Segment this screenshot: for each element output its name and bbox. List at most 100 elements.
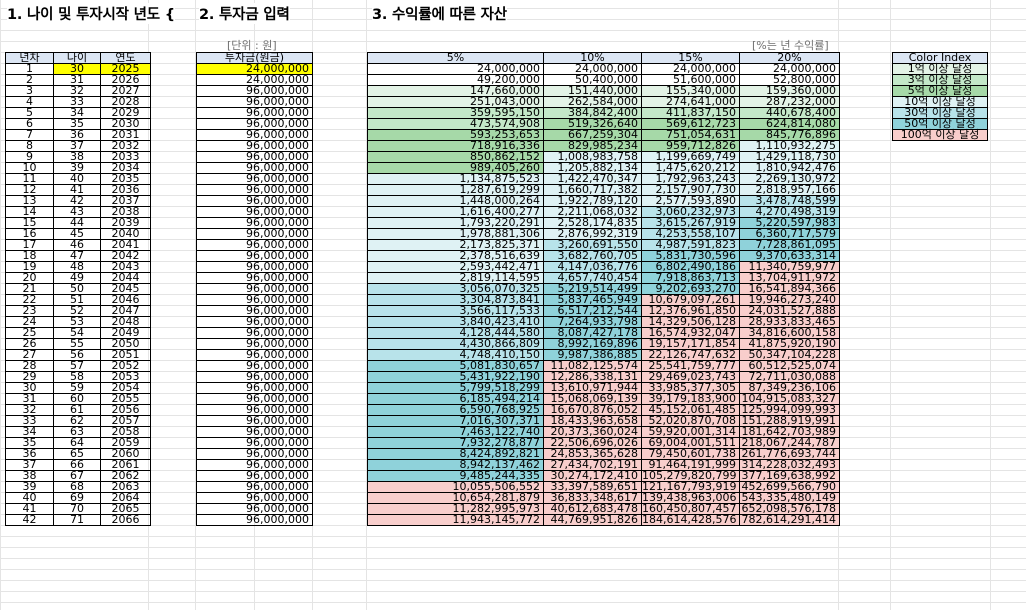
- asset-value-cell[interactable]: 29,469,023,743: [641, 371, 740, 383]
- asset-value-cell[interactable]: 5,837,465,949: [543, 294, 642, 306]
- year-number-cell[interactable]: 20: [5, 272, 54, 284]
- age-cell[interactable]: 40: [53, 173, 101, 185]
- investment-cell[interactable]: 96,000,000: [196, 96, 313, 108]
- year-number-cell[interactable]: 14: [5, 206, 54, 218]
- asset-value-cell[interactable]: 1,422,470,347: [543, 173, 642, 185]
- asset-value-cell[interactable]: 14,329,506,128: [641, 316, 740, 328]
- asset-value-cell[interactable]: 251,043,000: [367, 96, 544, 108]
- calendar-year-cell[interactable]: 2027: [100, 85, 151, 97]
- asset-value-cell[interactable]: 45,152,061,485: [641, 404, 740, 416]
- age-cell[interactable]: 53: [53, 316, 101, 328]
- investment-cell[interactable]: 96,000,000: [196, 470, 313, 482]
- asset-value-cell[interactable]: 3,615,267,919: [641, 217, 740, 229]
- year-number-cell[interactable]: 22: [5, 294, 54, 306]
- year-number-cell[interactable]: 18: [5, 250, 54, 262]
- age-cell[interactable]: 67: [53, 470, 101, 482]
- calendar-year-cell[interactable]: 2054: [100, 382, 151, 394]
- asset-value-cell[interactable]: 33,397,589,651: [543, 481, 642, 493]
- asset-value-cell[interactable]: 44,769,951,826: [543, 514, 642, 526]
- year-number-cell[interactable]: 12: [5, 184, 54, 196]
- asset-value-cell[interactable]: 5,431,922,190: [367, 371, 544, 383]
- age-cell[interactable]: 55: [53, 338, 101, 350]
- asset-value-cell[interactable]: 1,205,882,134: [543, 162, 642, 174]
- calendar-year-cell[interactable]: 2035: [100, 173, 151, 185]
- investment-cell[interactable]: 96,000,000: [196, 228, 313, 240]
- asset-value-cell[interactable]: 4,748,410,150: [367, 349, 544, 361]
- asset-value-cell[interactable]: 147,660,000: [367, 85, 544, 97]
- asset-value-cell[interactable]: 10,679,097,261: [641, 294, 740, 306]
- asset-value-cell[interactable]: 69,004,001,511: [641, 437, 740, 449]
- asset-value-cell[interactable]: 41,875,920,190: [739, 338, 840, 350]
- asset-value-cell[interactable]: 33,985,377,305: [641, 382, 740, 394]
- asset-value-cell[interactable]: 3,260,691,550: [543, 239, 642, 251]
- investment-cell[interactable]: 96,000,000: [196, 305, 313, 317]
- age-cell[interactable]: 38: [53, 151, 101, 163]
- asset-value-cell[interactable]: 1,978,881,306: [367, 228, 544, 240]
- calendar-year-cell[interactable]: 2065: [100, 503, 151, 515]
- asset-value-cell[interactable]: 4,270,498,319: [739, 206, 840, 218]
- age-cell[interactable]: 66: [53, 459, 101, 471]
- asset-value-cell[interactable]: 593,253,653: [367, 129, 544, 141]
- asset-value-cell[interactable]: 10,055,506,552: [367, 481, 544, 493]
- year-number-cell[interactable]: 36: [5, 448, 54, 460]
- asset-value-cell[interactable]: 12,376,961,850: [641, 305, 740, 317]
- asset-value-cell[interactable]: 569,612,723: [641, 118, 740, 130]
- year-number-cell[interactable]: 23: [5, 305, 54, 317]
- asset-value-cell[interactable]: 1,793,220,291: [367, 217, 544, 229]
- age-cell[interactable]: 46: [53, 239, 101, 251]
- investment-cell[interactable]: 96,000,000: [196, 239, 313, 251]
- investment-cell[interactable]: 96,000,000: [196, 503, 313, 515]
- asset-value-cell[interactable]: 8,424,892,821: [367, 448, 544, 460]
- asset-value-cell[interactable]: 6,802,490,186: [641, 261, 740, 273]
- asset-value-cell[interactable]: 25,541,759,777: [641, 360, 740, 372]
- calendar-year-cell[interactable]: 2053: [100, 371, 151, 383]
- asset-value-cell[interactable]: 125,994,099,993: [739, 404, 840, 416]
- asset-value-cell[interactable]: 1,792,963,243: [641, 173, 740, 185]
- calendar-year-cell[interactable]: 2045: [100, 283, 151, 295]
- age-cell[interactable]: 62: [53, 415, 101, 427]
- year-number-cell[interactable]: 32: [5, 404, 54, 416]
- year-number-cell[interactable]: 10: [5, 162, 54, 174]
- calendar-year-cell[interactable]: 2039: [100, 217, 151, 229]
- asset-value-cell[interactable]: 20,373,360,024: [543, 426, 642, 438]
- age-cell[interactable]: 32: [53, 85, 101, 97]
- asset-value-cell[interactable]: 59,920,001,314: [641, 426, 740, 438]
- calendar-year-cell[interactable]: 2025: [100, 63, 151, 75]
- calendar-year-cell[interactable]: 2040: [100, 228, 151, 240]
- year-number-cell[interactable]: 17: [5, 239, 54, 251]
- year-number-cell[interactable]: 6: [5, 118, 54, 130]
- year-number-cell[interactable]: 42: [5, 514, 54, 526]
- asset-value-cell[interactable]: 473,574,908: [367, 118, 544, 130]
- calendar-year-cell[interactable]: 2064: [100, 492, 151, 504]
- asset-value-cell[interactable]: 2,593,442,471: [367, 261, 544, 273]
- year-number-cell[interactable]: 9: [5, 151, 54, 163]
- calendar-year-cell[interactable]: 2066: [100, 514, 151, 526]
- year-number-cell[interactable]: 40: [5, 492, 54, 504]
- age-cell[interactable]: 68: [53, 481, 101, 493]
- investment-cell[interactable]: 96,000,000: [196, 426, 313, 438]
- asset-value-cell[interactable]: 850,862,152: [367, 151, 544, 163]
- asset-value-cell[interactable]: 751,054,631: [641, 129, 740, 141]
- asset-value-cell[interactable]: 52,020,870,708: [641, 415, 740, 427]
- investment-cell[interactable]: 96,000,000: [196, 85, 313, 97]
- asset-value-cell[interactable]: 24,000,000: [543, 63, 642, 75]
- asset-value-cell[interactable]: 2,173,825,371: [367, 239, 544, 251]
- year-number-cell[interactable]: 7: [5, 129, 54, 141]
- asset-value-cell[interactable]: 3,056,070,325: [367, 283, 544, 295]
- asset-value-cell[interactable]: 104,915,083,327: [739, 393, 840, 405]
- asset-value-cell[interactable]: 121,167,793,919: [641, 481, 740, 493]
- investment-cell[interactable]: 96,000,000: [196, 184, 313, 196]
- asset-value-cell[interactable]: 4,430,866,809: [367, 338, 544, 350]
- asset-value-cell[interactable]: 4,128,444,580: [367, 327, 544, 339]
- asset-value-cell[interactable]: 160,450,807,457: [641, 503, 740, 515]
- asset-value-cell[interactable]: 12,286,338,131: [543, 371, 642, 383]
- asset-value-cell[interactable]: 39,179,183,900: [641, 393, 740, 405]
- asset-value-cell[interactable]: 139,438,963,006: [641, 492, 740, 504]
- investment-cell[interactable]: 96,000,000: [196, 118, 313, 130]
- year-number-cell[interactable]: 16: [5, 228, 54, 240]
- asset-value-cell[interactable]: 151,288,919,991: [739, 415, 840, 427]
- age-cell[interactable]: 71: [53, 514, 101, 526]
- asset-value-cell[interactable]: 2,157,907,730: [641, 184, 740, 196]
- asset-value-cell[interactable]: 7,264,933,798: [543, 316, 642, 328]
- asset-value-cell[interactable]: 1,810,942,476: [739, 162, 840, 174]
